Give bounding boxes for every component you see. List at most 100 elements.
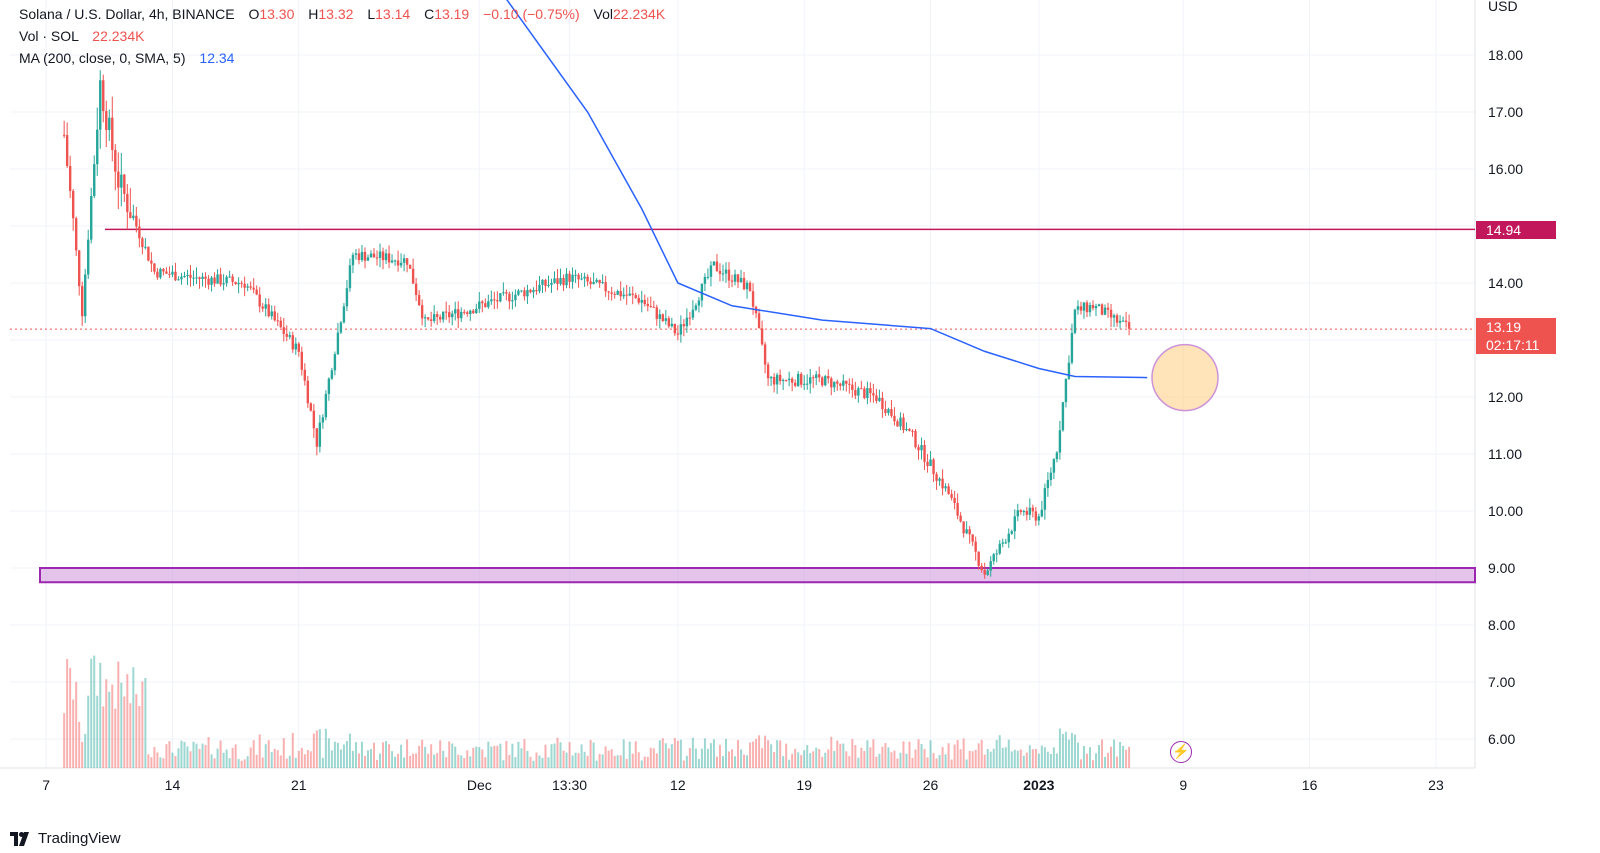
candle-body [796,373,800,386]
volume-bar [803,750,806,768]
candle-body [917,447,920,451]
volume-bar [610,749,613,768]
volume-bar [213,758,216,768]
volume-bar [357,753,360,768]
candle-body [65,135,69,167]
candle-body [264,304,267,309]
candle-body [586,276,589,282]
candle-body [204,276,207,279]
candle-body [667,318,671,327]
candle-body [550,282,553,285]
candle-body [201,276,204,279]
candle-body [405,258,409,265]
candle-body [652,306,655,308]
volume-bar [833,750,836,768]
volume-bar [520,748,523,768]
candle-body [291,335,294,350]
candle-body [1043,488,1047,510]
volume-bar [1128,746,1131,768]
candle-body [646,303,649,307]
candle-body [544,279,547,286]
volume-bar [198,748,201,768]
lightning-icon[interactable]: ⚡ [1170,741,1192,763]
volume-bar [800,755,803,768]
volume-bar [210,754,213,768]
candle-body [327,378,331,394]
candle-body [839,383,842,386]
candle-body [171,271,174,275]
volume-bar [1025,752,1028,768]
candle-body [995,553,998,555]
candle-body [448,312,451,318]
candle-body [688,317,692,319]
candle-body [947,486,950,495]
legend-ma-row[interactable]: MA (200, close, 0, SMA, 5) 12.34 [19,47,665,69]
candle-body [144,246,147,248]
volume-bar [1095,753,1098,768]
volume-bar [935,758,938,768]
candle-body [875,395,878,401]
candle-body [1019,510,1022,513]
candle-body [1058,430,1062,453]
candle-body [1028,507,1032,515]
volume-bar [216,748,219,768]
volume-bar [920,743,923,768]
volume-bar [324,728,327,768]
volume-bar [264,744,267,768]
volume-bar [1040,745,1043,768]
volume-bar [634,741,637,768]
volume-bar [1016,750,1019,768]
candle-body [559,277,562,284]
volume-bar [788,759,791,768]
volume-bar [643,756,646,768]
candle-body [1124,320,1128,323]
candle-body [105,111,108,130]
candle-body [363,251,367,261]
candle-body [1127,322,1131,329]
volume-bar [111,684,114,768]
candle-body [836,381,839,384]
volume-bar [791,753,794,768]
footer-brand[interactable]: TradingView [10,830,121,847]
candle-body [324,393,328,418]
volume-bar [192,741,195,768]
volume-bar [878,753,881,768]
volume-bar [183,741,186,768]
last-price-text: 13.19 [1486,319,1522,335]
x-tick-label: 16 [1302,777,1318,793]
candle-body [595,279,598,282]
candle-body [547,284,550,286]
volume-bar [694,748,697,768]
candle-body [986,570,989,575]
volume-bar [469,756,472,768]
candle-body [520,290,523,292]
candle-body [493,299,496,301]
candle-body [129,212,132,219]
legend-volume-row[interactable]: Vol · SOL 22.234K [19,25,665,47]
candle-body [219,274,222,285]
candle-body [339,322,343,333]
candle-body [1094,306,1098,309]
candle-body [905,428,908,431]
candle-body [932,459,935,475]
candle-body [195,277,198,279]
volume-bar [956,740,959,768]
volume-bar [860,747,863,768]
volume-bar [962,738,965,768]
candle-body [315,428,319,447]
candle-body [899,417,902,427]
candle-body [62,134,66,136]
volume-bar [550,744,553,768]
volume-bar [595,760,598,768]
volume-bar [547,757,550,768]
volume-bar [586,755,589,768]
volume-bar [541,757,544,768]
volume-bar [773,752,776,768]
volume-bar [655,753,658,768]
volume-bar [201,743,204,768]
volume-bar [532,760,535,768]
volume-bar [881,746,884,768]
candle-body [189,274,192,278]
volume-bar [715,756,718,768]
